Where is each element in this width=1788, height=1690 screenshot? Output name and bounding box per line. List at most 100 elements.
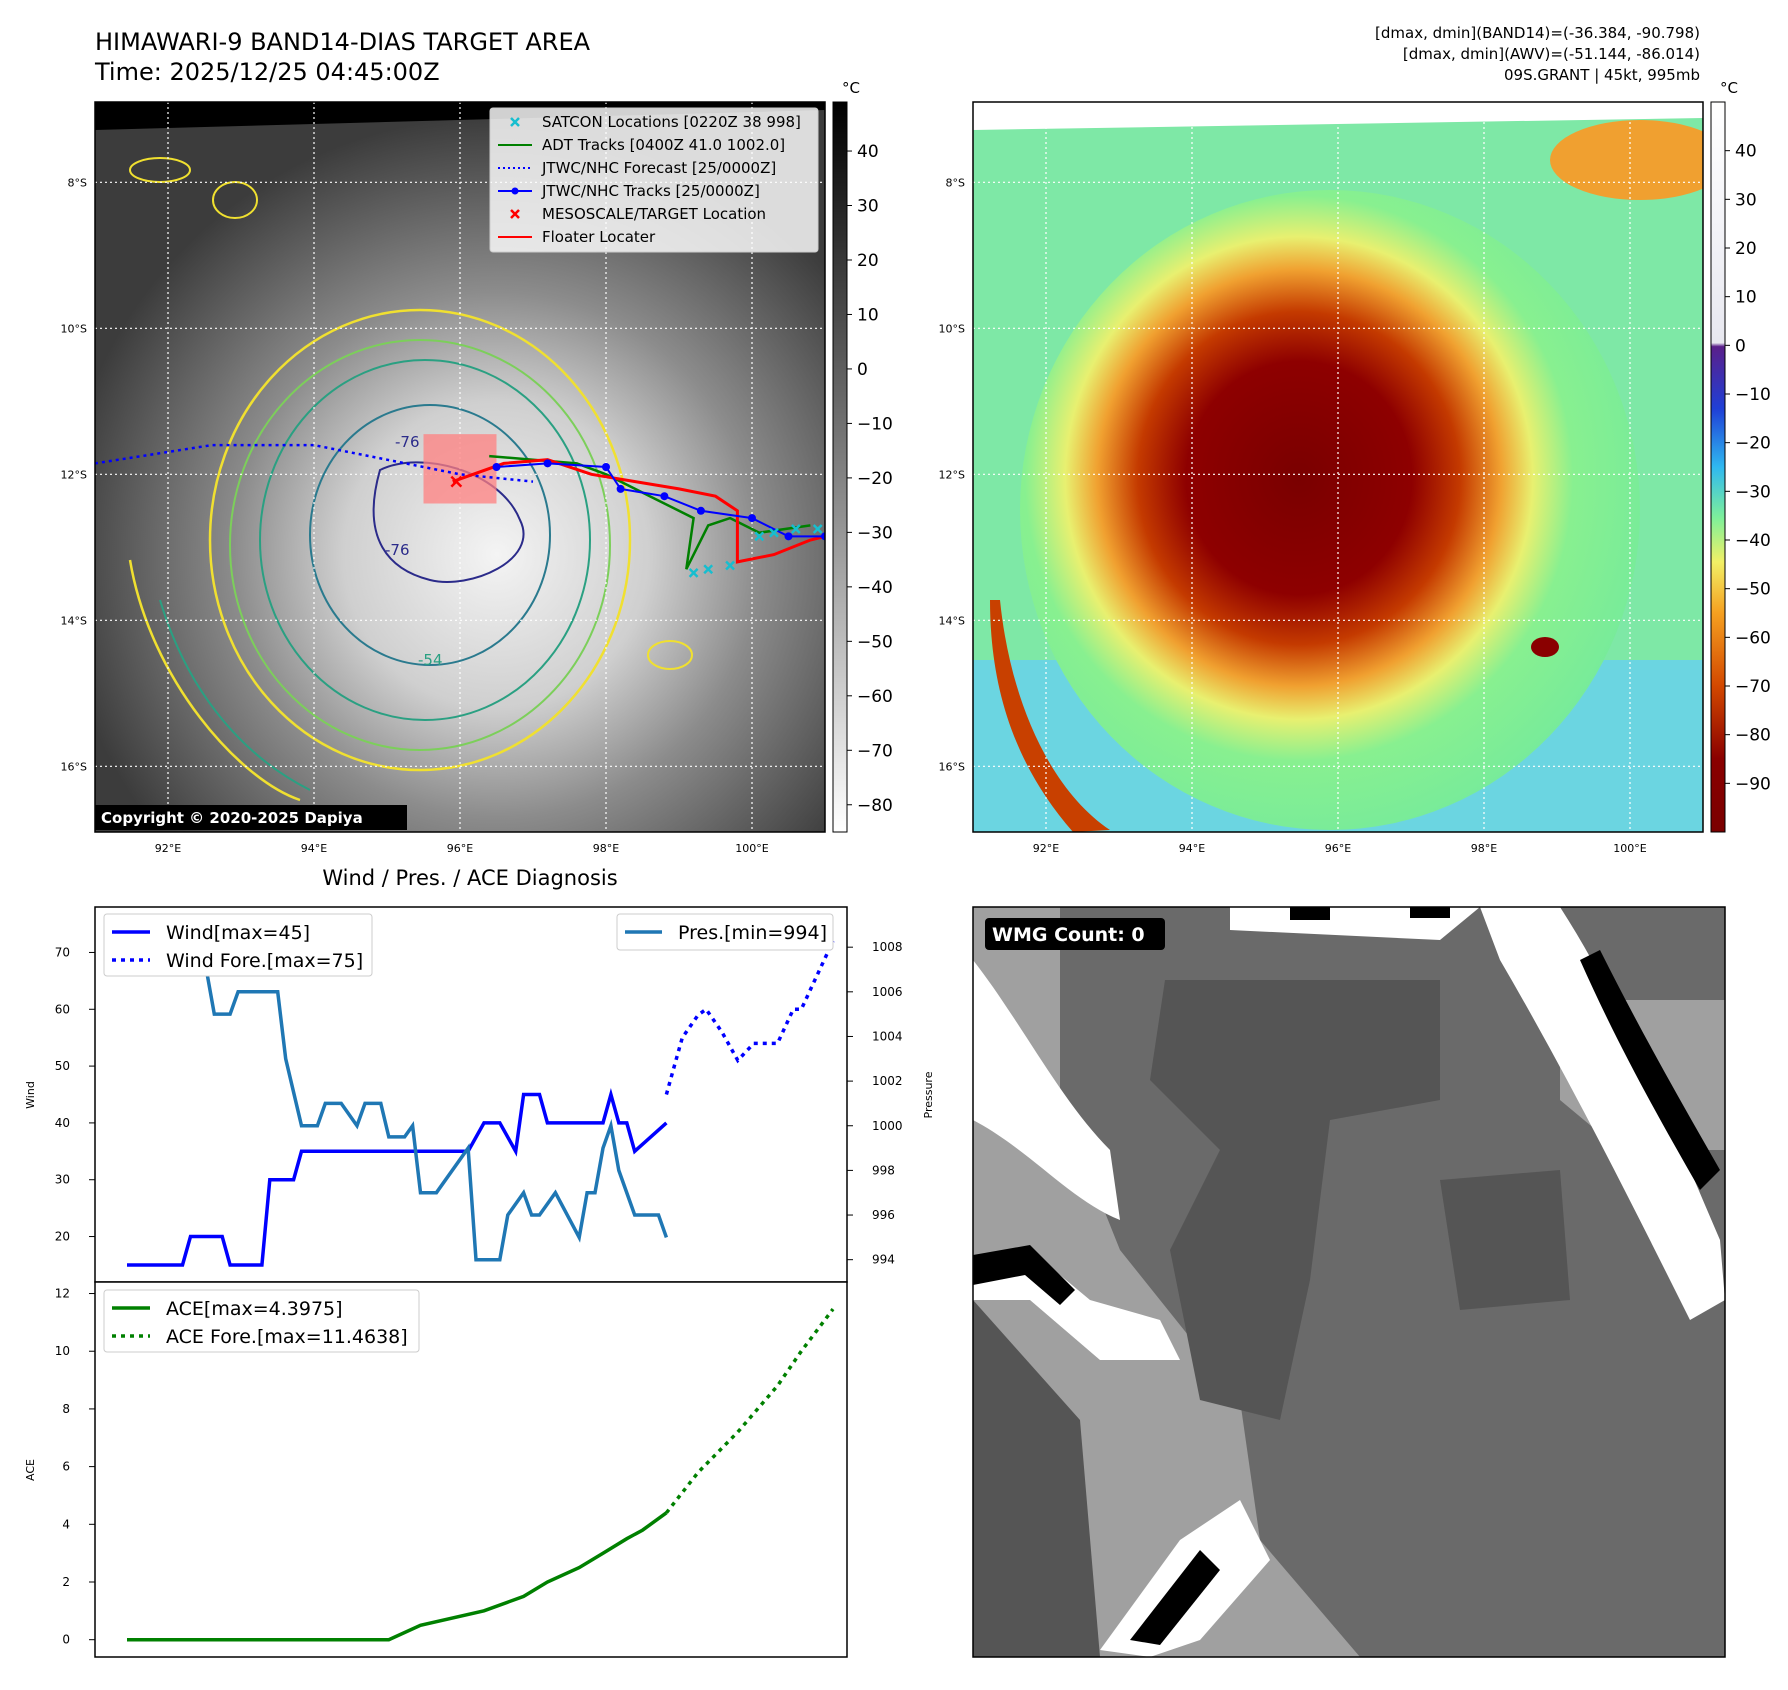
satcon-point — [688, 567, 699, 578]
awv-frame — [972, 101, 1704, 833]
series-line — [127, 1087, 668, 1267]
contour-label-3: -54 — [418, 651, 443, 669]
wmg-dark-region — [1150, 980, 1440, 1420]
colorbar-tick-label: −90 — [1735, 774, 1771, 794]
awv-colorbar — [1710, 101, 1726, 833]
wmg-panel: WMG Count: 0 — [972, 906, 1726, 1658]
wmg-black-band-south — [1130, 1550, 1220, 1645]
colorbar-tick-label: 30 — [1735, 190, 1757, 210]
lon-tick-label: 96°E — [1325, 842, 1351, 855]
figure-title-line2: Time: 2025/12/25 04:45:00Z — [94, 58, 440, 86]
ace-legend: ACE[max=4.3975] ACE Fore.[max=11.4638] — [103, 1289, 420, 1353]
wind-ylabel: Wind — [24, 1081, 37, 1109]
floater-track-line — [452, 458, 825, 564]
satcon-point — [754, 531, 765, 542]
colorbar-tick-label: 0 — [1735, 336, 1746, 356]
awv-panel: 92°E 94°E 96°E 98°E 100°E 8°S 10°S 12°S 14°S 16°S… — [939, 79, 1771, 855]
track-legend — [489, 107, 819, 253]
lon-tick-label: 94°E — [1179, 842, 1205, 855]
pressure-tick-label: 994 — [872, 1253, 895, 1267]
info-line2: [dmax, dmin](AWV)=(-51.144, -86.014) — [1403, 45, 1700, 63]
rainband-contour-1 — [128, 559, 301, 802]
awv-nodata-strip — [973, 102, 1703, 130]
jtwc-track-point — [492, 463, 501, 471]
lon-tick-label: 94°E — [301, 842, 327, 855]
jtwc-track-point — [748, 514, 756, 523]
wmg-white-band-west — [973, 960, 1120, 1220]
lat-tick-label: 8°S — [946, 176, 965, 189]
colorbar-tick-label: −20 — [857, 469, 893, 489]
colorbar-tick-label: 20 — [1735, 239, 1757, 259]
wmg-black-cells-north — [1290, 907, 1450, 920]
ace-tick-label: 6 — [62, 1460, 70, 1474]
pressure-legend-1: Pres.[min=994] — [678, 922, 827, 944]
cell-contour — [647, 640, 693, 670]
contour-outer-yellow — [208, 308, 632, 772]
series-line — [127, 1511, 668, 1642]
series-line — [664, 940, 835, 1095]
jtwc-track-point — [543, 459, 552, 468]
copyright-badge — [95, 805, 407, 830]
colorbar-tick-label: −20 — [1735, 434, 1771, 454]
contour-green — [229, 339, 611, 751]
awv-rainband — [990, 600, 1110, 832]
colorbar-tick-label: −70 — [857, 741, 893, 761]
wmg-white-band-sw — [973, 1250, 1180, 1360]
lat-tick-label: 16°S — [61, 760, 87, 773]
adt-track-line — [489, 454, 811, 570]
lat-tick-label: 12°S — [61, 468, 87, 481]
legend-label: SATCON Locations [0220Z 38 998] — [542, 113, 801, 131]
awv-storm — [1020, 190, 1640, 830]
wmg-count-text: WMG Count: 0 — [992, 924, 1145, 946]
wind-legend: Wind[max=45] Wind Fore.[max=75] — [103, 913, 373, 977]
colorbar-tick-label: −50 — [857, 632, 893, 652]
wmg-dark-region-2 — [1440, 1170, 1570, 1310]
colorbar-tick-label: 0 — [857, 360, 868, 380]
jtwc-track-point — [660, 492, 669, 501]
pressure-tick-label: 1008 — [872, 940, 903, 954]
ace-tick-label: 4 — [62, 1517, 70, 1531]
ace-ylabel: ACE — [24, 1459, 37, 1481]
pressure-tick-label: 1000 — [872, 1119, 903, 1133]
lon-tick-label: 100°E — [735, 842, 768, 855]
awv-colorbar-unit: °C — [1720, 79, 1738, 97]
awv-gridlines — [973, 102, 1703, 832]
lat-tick-label: 14°S — [61, 614, 87, 627]
wind-tick-label: 70 — [55, 945, 70, 959]
wmg-black-band-west — [973, 1245, 1075, 1305]
colorbar-tick-label: −70 — [1735, 677, 1771, 697]
wmg-white-band-east — [1480, 907, 1725, 1320]
colorbar-tick-label: 10 — [857, 305, 879, 325]
satcon-point — [769, 527, 779, 538]
ace-tick-label: 10 — [55, 1344, 70, 1358]
lon-tick-label: 98°E — [1471, 842, 1497, 855]
band14-colorbar — [832, 101, 848, 833]
wind-tick-label: 20 — [55, 1230, 70, 1244]
awv-dry-patch — [1550, 120, 1703, 200]
lat-tick-label: 14°S — [939, 614, 965, 627]
satcon-point — [812, 524, 823, 534]
colorbar-tick-label: −40 — [857, 578, 893, 598]
colorbar-tick-label: −60 — [857, 687, 893, 707]
jtwc-forecast-line — [95, 443, 534, 483]
awv-cell — [1531, 637, 1559, 657]
colorbar-tick-label: 30 — [857, 197, 879, 217]
lat-tick-label: 10°S — [939, 322, 965, 335]
satcon-point — [703, 564, 714, 575]
colorbar-tick-label: −30 — [1735, 482, 1771, 502]
series-line — [665, 1308, 835, 1514]
wmg-frame — [972, 906, 1726, 1658]
legend-label: JTWC/NHC Tracks [25/0000Z] — [541, 182, 760, 200]
contour-teal — [259, 359, 591, 721]
lat-tick-label: 16°S — [939, 760, 965, 773]
ace-legend-2: ACE Fore.[max=11.4638] — [166, 1326, 408, 1348]
info-line3: 09S.GRANT | 45kt, 995mb — [1504, 66, 1700, 84]
lon-tick-label: 92°E — [155, 842, 181, 855]
ace-tick-label: 8 — [62, 1402, 70, 1416]
satcon-point — [790, 524, 801, 534]
pressure-tick-label: 996 — [872, 1208, 895, 1222]
wmg-count-badge — [985, 918, 1165, 950]
colorbar-tick-label: −40 — [1735, 531, 1771, 551]
wind-tick-label: 50 — [55, 1059, 70, 1073]
lat-tick-label: 12°S — [939, 468, 965, 481]
